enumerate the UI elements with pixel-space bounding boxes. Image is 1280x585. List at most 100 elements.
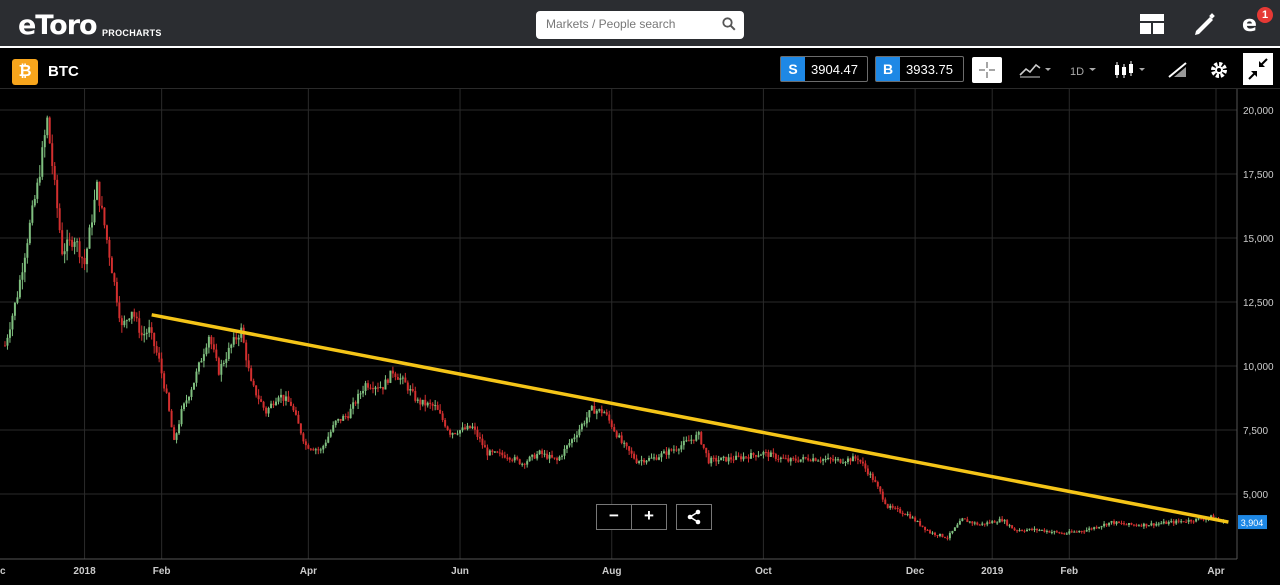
candle-body [178,424,181,434]
candle-body [792,458,795,460]
candle-body [36,182,39,199]
candle-body [1040,529,1043,531]
candle-body [779,457,782,460]
candle-body [926,529,929,531]
candle-body [1068,531,1071,534]
candle-body [1058,532,1061,534]
candle-body [764,451,767,453]
candle-body [909,514,912,519]
candle-body [1182,521,1185,523]
candle-body [797,460,800,462]
candle-body [677,449,680,451]
layout-icon[interactable] [1140,14,1164,34]
candle-body [963,518,966,520]
candle-body [528,456,531,462]
price-chart-area[interactable]: 20,000 17,500 15,000 12,500 10,000 7,500 5,000… [0,89,1280,580]
candle-body [1150,523,1153,526]
zoom-out-button[interactable]: − [596,504,632,530]
candle-body [889,505,892,508]
candle-body [359,393,362,395]
candle-body [439,409,442,414]
search-box[interactable] [536,11,744,39]
candle-body [165,388,168,393]
candle-body [262,401,265,408]
candle-body [570,439,573,444]
candle-body [536,454,539,459]
candle-body [1120,522,1123,524]
candle-body [829,457,832,460]
candle-body [180,409,183,425]
x-tick-label: Feb [1060,566,1078,577]
candle-body [202,354,205,361]
candle-body [740,456,743,460]
share-button[interactable] [676,504,712,530]
candle-body [468,425,471,429]
edit-pencil-icon[interactable] [1192,11,1218,37]
candle-body [633,453,636,459]
search-icon[interactable] [722,17,736,31]
candle-body [230,344,233,348]
candle-body [956,524,959,528]
buy-price-button[interactable]: B 3933.75 [875,56,964,82]
candle-body [1103,523,1106,527]
candle-body [1033,528,1036,531]
candle-body [232,337,235,345]
candle-body [700,432,703,445]
candle-body [824,459,827,461]
candle-body [583,423,586,425]
sell-price-button[interactable]: S 3904.47 [780,56,868,82]
candle-body [272,403,275,406]
candle-body [374,387,377,390]
candle-type-icon[interactable] [1112,57,1148,83]
candle-body [513,457,516,461]
settings-gear-icon[interactable] [1207,57,1231,83]
candle-body [973,522,976,524]
candle-body [91,222,94,228]
candle-body [294,410,297,415]
candlestick-chart[interactable]: 20,000 17,500 15,000 12,500 10,000 7,500 5,000… [0,89,1280,580]
drawing-tools-icon[interactable] [1166,57,1190,83]
candle-body [389,370,392,383]
candle-body [737,455,740,457]
candle-body [337,418,340,421]
candle-body [849,458,852,462]
candle-body [372,388,375,390]
candle-body [68,239,71,241]
candle-body [526,461,529,465]
search-input[interactable] [536,11,726,37]
y-tick-label: 5,000 [1243,490,1268,501]
zoom-controls: − + [596,504,667,530]
candle-body [924,526,927,530]
candle-body [1132,524,1135,526]
share-icon [687,509,701,525]
zoom-in-button[interactable]: + [631,504,667,530]
candle-body [662,451,665,454]
candle-body [976,522,979,525]
candle-body [471,426,474,429]
timeframe-dropdown-icon[interactable] [1088,57,1098,83]
candle-body [794,458,797,461]
indicators-icon[interactable] [1018,57,1054,83]
candle-body [961,518,964,521]
collapse-button[interactable] [1243,53,1273,85]
candle-body [498,452,501,454]
candle-body [618,435,621,438]
crosshair-button[interactable] [972,57,1002,83]
collapse-icon [1248,58,1268,80]
candle-body [56,179,59,209]
candle-body [23,257,26,273]
candle-body [595,410,598,414]
candle-body [41,147,44,177]
etoro-logo[interactable]: eToro [18,10,98,41]
candle-body [819,460,822,462]
candle-body [1063,533,1066,535]
candle-body [938,533,941,536]
candle-body [242,327,245,343]
candle-body [250,368,253,381]
candle-body [725,456,728,462]
candle-body [608,414,611,421]
notifications-icon[interactable]: e [1242,12,1257,37]
candle-body [267,407,270,414]
timeframe-selector[interactable]: 1D [1070,66,1085,78]
candle-body [187,396,190,401]
